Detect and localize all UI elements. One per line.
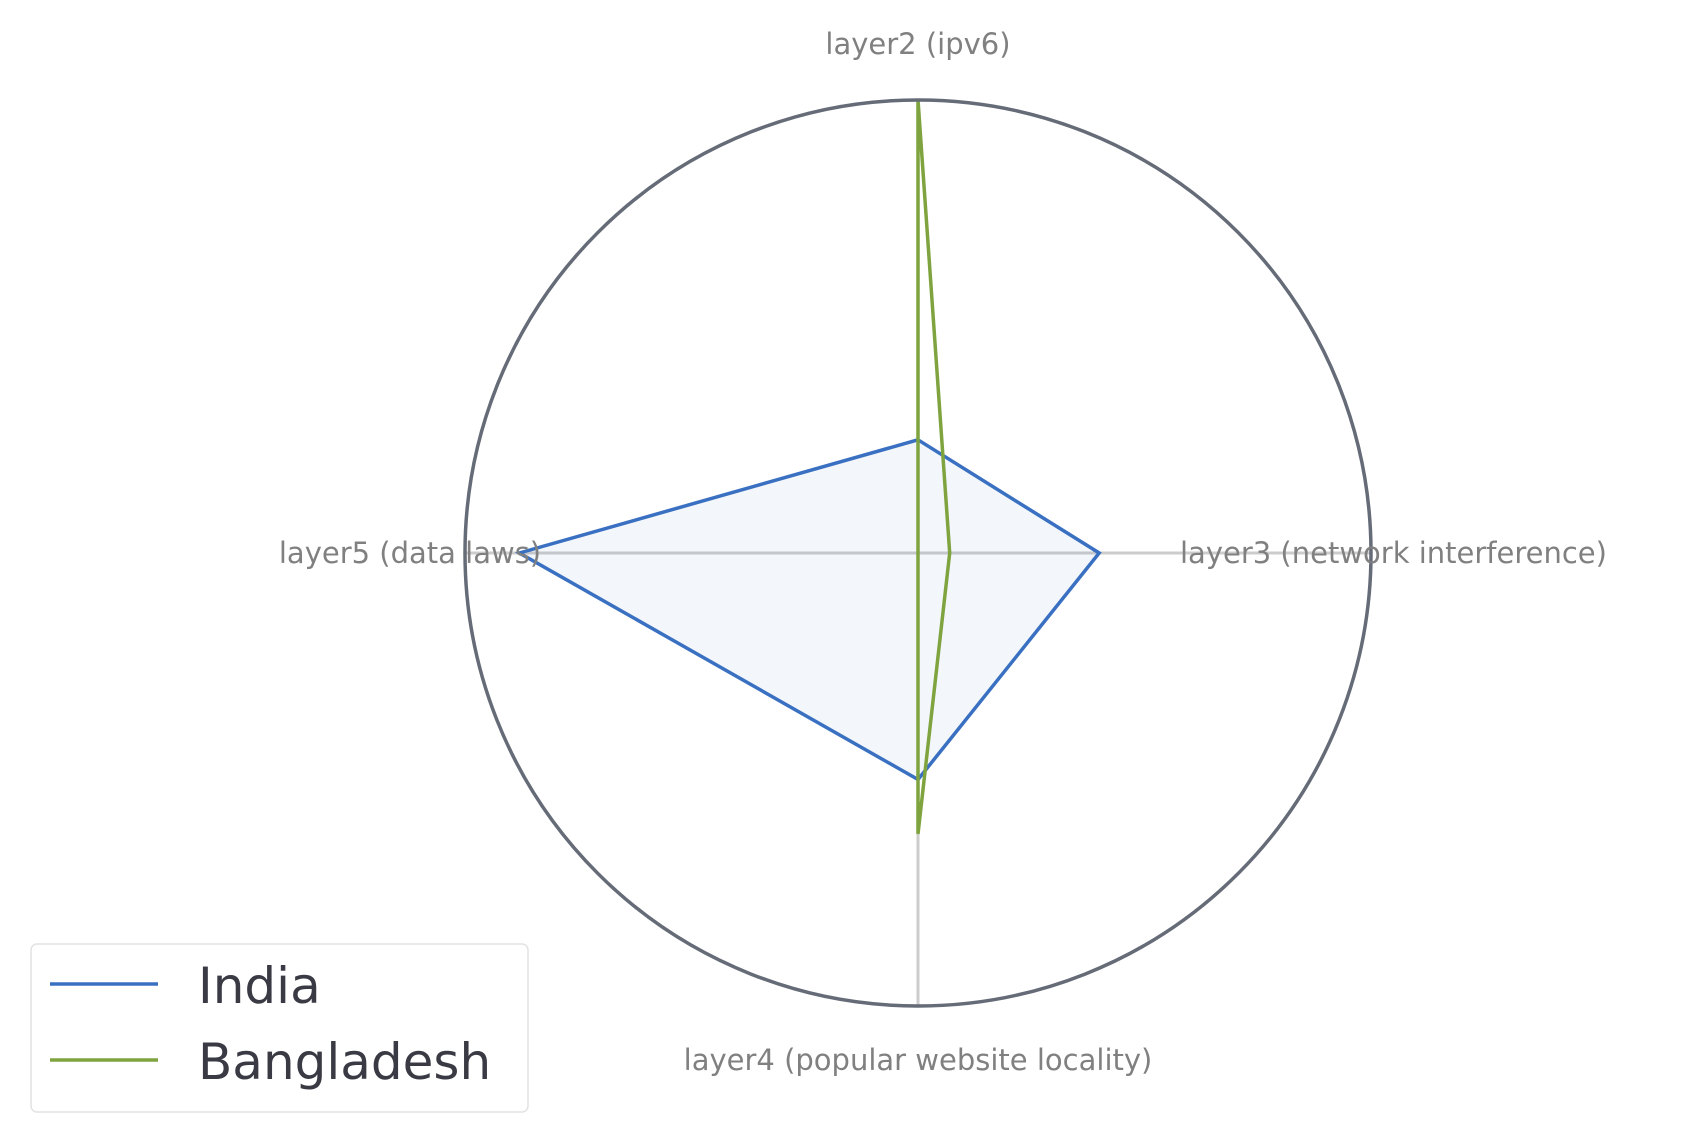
series-layer (514, 99, 1102, 835)
radar-frame-circle (463, 98, 1373, 1008)
axis-label-layer4: layer4 (popular website locality) (684, 1043, 1153, 1077)
legend: India Bangladesh (30, 943, 529, 1113)
series-bangladesh-polygon (916, 99, 952, 835)
legend-label-india: India (198, 957, 321, 1015)
axis-label-layer5: layer5 (data laws) (279, 536, 541, 570)
legend-label-bangladesh: Bangladesh (198, 1033, 491, 1091)
series-india-polygon (514, 437, 1102, 782)
axis-label-layer2: layer2 (ipv6) (825, 27, 1010, 61)
axis-label-layer3: layer3 (network interference) (1180, 536, 1607, 570)
axis-labels: layer2 (ipv6) layer3 (network interferen… (279, 27, 1607, 1077)
legend-box (30, 943, 529, 1113)
